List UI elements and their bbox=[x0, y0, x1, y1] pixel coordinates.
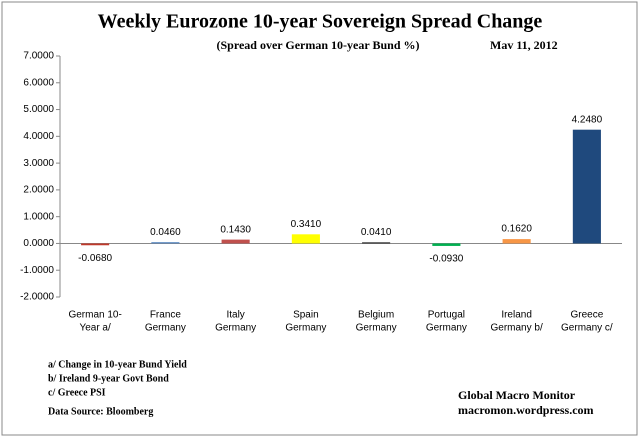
x-tick-label: Germany b/ bbox=[491, 323, 543, 334]
y-tick-label: 3.0000 bbox=[23, 158, 54, 169]
x-tick-label: Germany bbox=[145, 323, 186, 334]
x-tick-label: Germany c/ bbox=[561, 323, 613, 334]
y-tick-label: 1.0000 bbox=[23, 211, 54, 222]
bar bbox=[502, 239, 531, 244]
x-tick-label: Year a/ bbox=[79, 323, 111, 334]
value-label: -0.0930 bbox=[429, 254, 463, 265]
bar bbox=[362, 242, 391, 244]
x-tick-label: Germany bbox=[356, 323, 397, 334]
x-tick-label: Germany bbox=[426, 323, 467, 334]
y-tick-label: 5.0000 bbox=[23, 104, 54, 115]
y-tick-label: 2.0000 bbox=[23, 185, 54, 196]
x-tick-label: Ireland bbox=[501, 310, 532, 321]
credit: macromon.wordpress.com bbox=[458, 403, 594, 417]
x-tick-label: Portugal bbox=[428, 310, 465, 321]
bar bbox=[572, 129, 601, 244]
value-label: 0.1430 bbox=[220, 224, 251, 235]
value-label: 4.2480 bbox=[572, 114, 603, 125]
y-tick-label: -1.0000 bbox=[20, 265, 54, 276]
x-tick-label: Germany bbox=[285, 323, 326, 334]
value-label: 0.1620 bbox=[501, 224, 532, 235]
x-tick-label: German 10- bbox=[68, 310, 121, 321]
footnote: a/ Change in 10-year Bund Yield bbox=[48, 359, 187, 370]
chart-date: Mav 11, 2012 bbox=[490, 38, 558, 52]
footnote: b/ Ireland 9-year Govt Bond bbox=[48, 373, 169, 384]
y-tick-label: 6.0000 bbox=[23, 77, 54, 88]
x-tick-label: Germany bbox=[215, 323, 256, 334]
value-label: 0.3410 bbox=[291, 219, 322, 230]
x-tick-label: Spain bbox=[293, 310, 319, 321]
bar bbox=[432, 243, 461, 246]
value-label: 0.0460 bbox=[150, 227, 181, 238]
value-label: 0.0410 bbox=[361, 227, 392, 238]
chart-subtitle: (Spread over German 10-year Bund %) bbox=[217, 38, 420, 52]
credit: Global Macro Monitor bbox=[458, 388, 576, 402]
chart-title: Weekly Eurozone 10-year Sovereign Spread… bbox=[98, 11, 543, 33]
x-tick-label: Italy bbox=[226, 310, 244, 321]
x-tick-label: France bbox=[150, 310, 182, 321]
bar bbox=[151, 242, 180, 244]
y-tick-label: 4.0000 bbox=[23, 131, 54, 142]
footnote: Data Source: Bloomberg bbox=[48, 406, 153, 417]
y-tick-label: -2.0000 bbox=[20, 292, 54, 303]
x-tick-label: Belgium bbox=[358, 310, 394, 321]
y-tick-label: 7.0000 bbox=[23, 51, 54, 62]
x-tick-label: Greece bbox=[570, 310, 603, 321]
bar bbox=[291, 234, 320, 244]
y-tick-label: 0.0000 bbox=[23, 238, 54, 249]
bar bbox=[221, 239, 250, 244]
footnote: c/ Greece PSI bbox=[48, 387, 106, 398]
value-label: -0.0680 bbox=[78, 253, 112, 264]
bar bbox=[81, 243, 110, 246]
